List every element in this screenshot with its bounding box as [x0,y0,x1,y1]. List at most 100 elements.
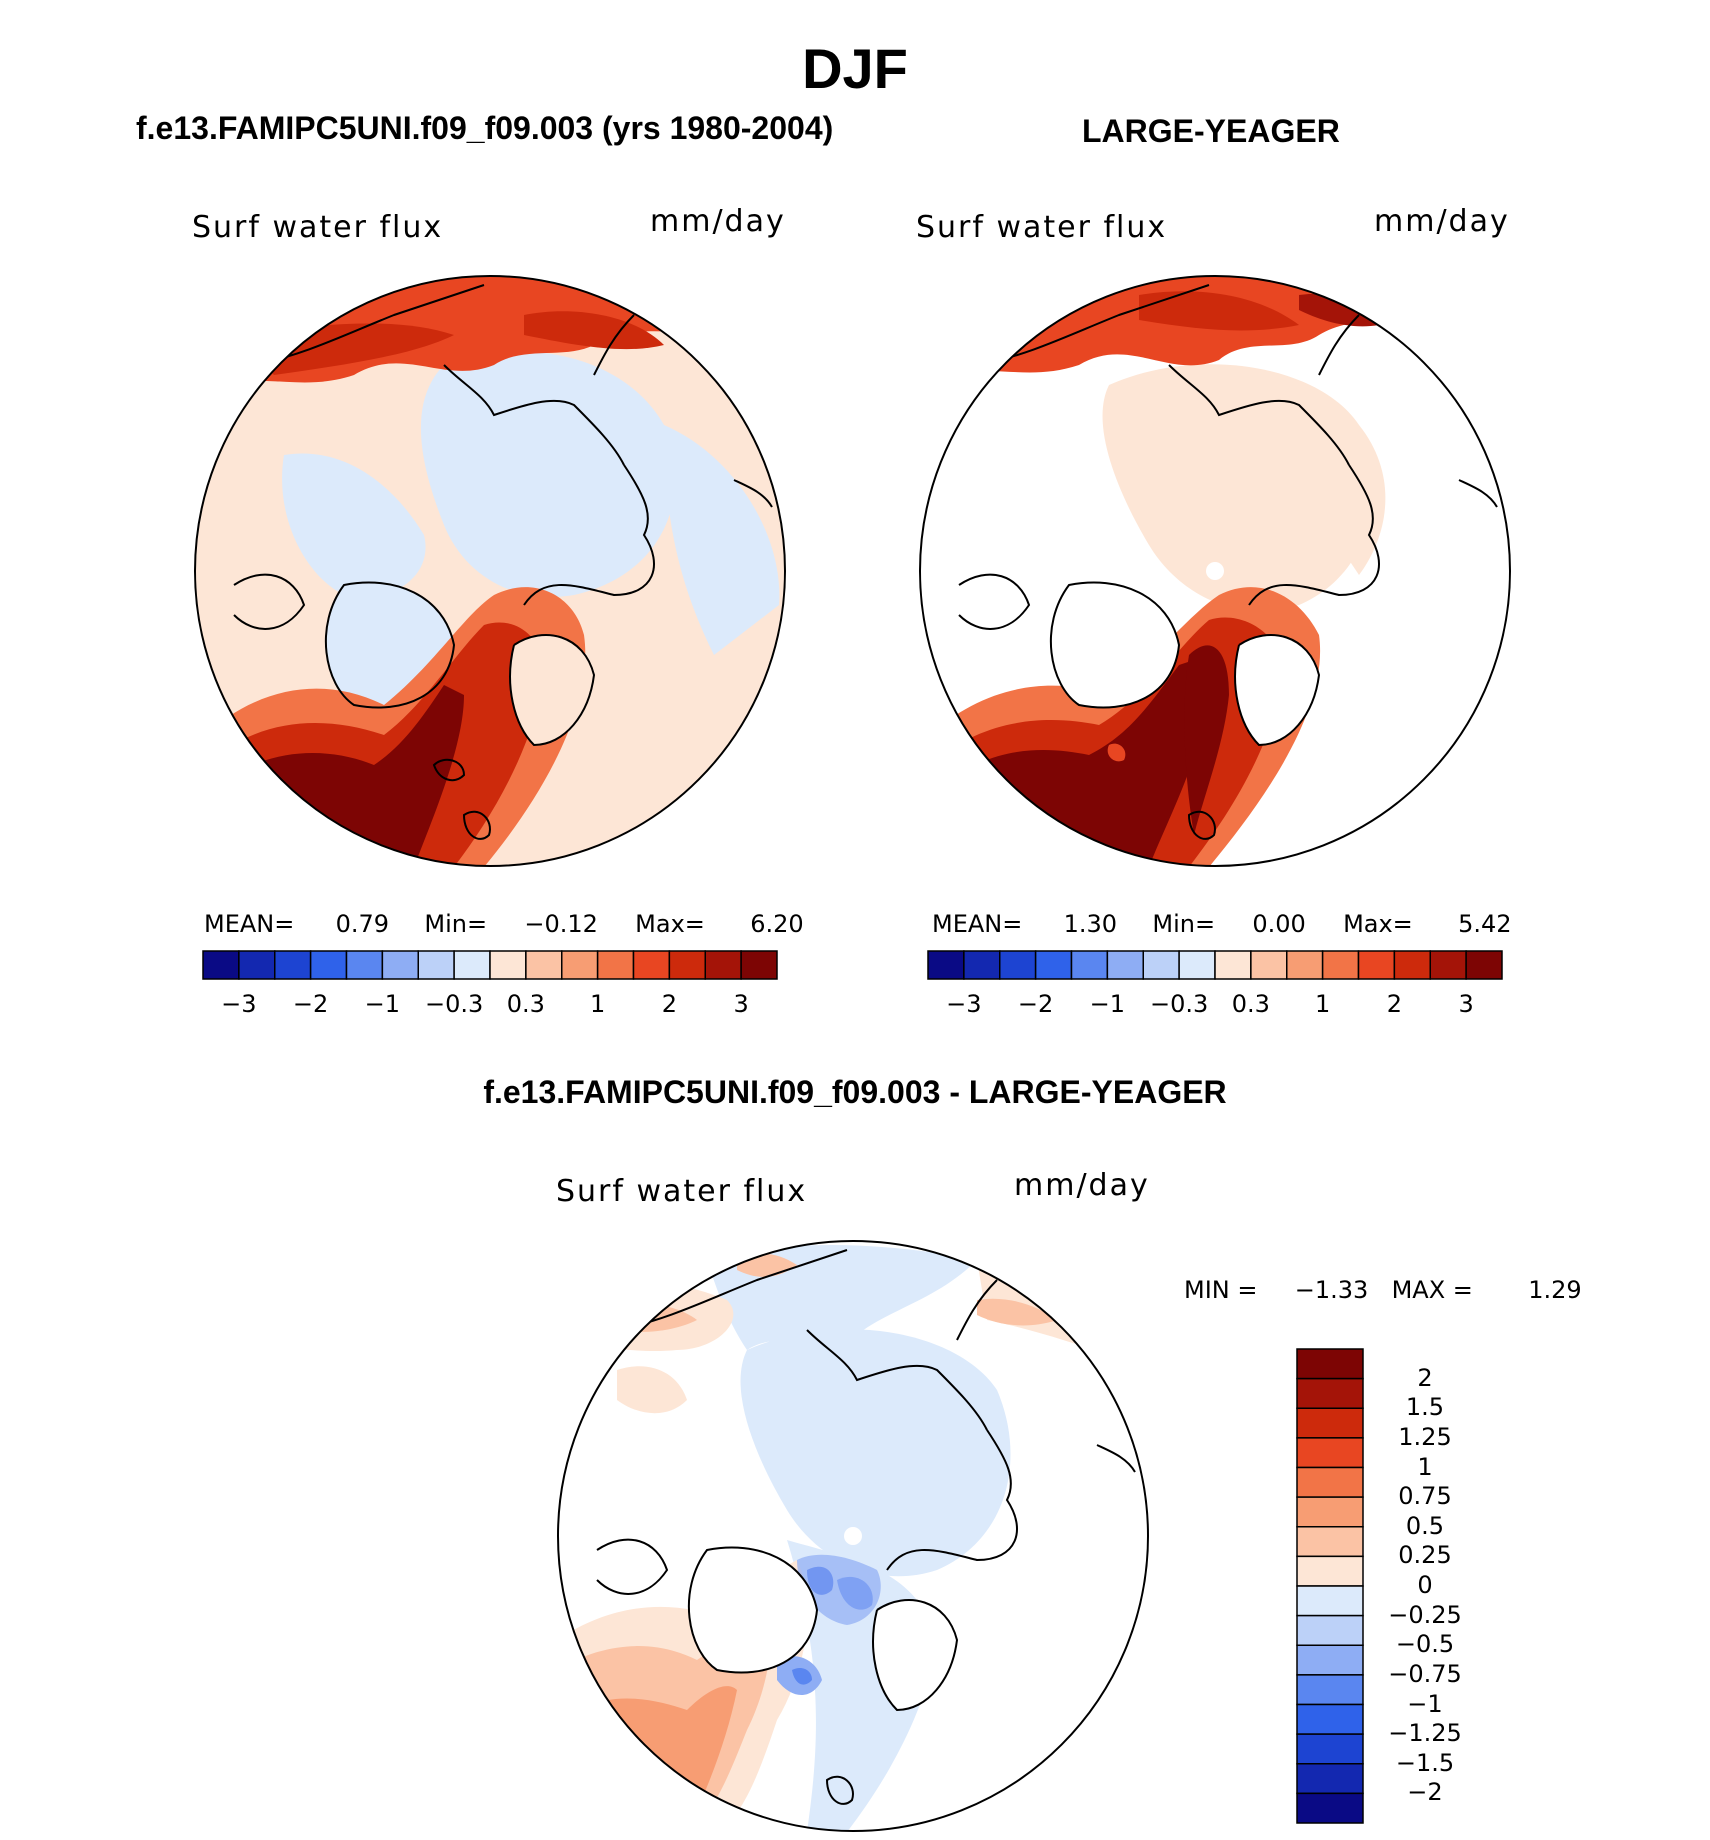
colorbar-swatch [1296,1792,1364,1824]
colorbar-swatch [453,950,491,980]
panel1-max-value: 6.20 [750,910,804,938]
panel2-mean-label: MEAN= [932,910,1023,938]
figure-title: DJF [802,37,908,100]
colorbar-tick-label: 1.25 [1398,1422,1452,1451]
colorbar-swatch [1296,1407,1364,1439]
colorbar-swatch [1296,1437,1364,1469]
colorbar-tick-label: 3 [733,990,749,1018]
colorbar-tick-label: 0.3 [506,990,545,1018]
colorbar-swatch [381,950,419,980]
panel2-stats: MEAN= 1.30 Min= 0.00 Max= 5.42 [932,910,1512,938]
colorbar-swatch [963,950,1001,980]
colorbar-swatch [1465,950,1503,980]
panel1-stats: MEAN= 0.79 Min= −0.12 Max= 6.20 [204,910,804,938]
map-difference-polar [557,1240,1149,1832]
colorbar-swatch [309,950,348,980]
colorbar-swatch [1296,1703,1364,1735]
colorbar-swatch [1296,1674,1364,1706]
colorbar-tick-label: −0.5 [1395,1630,1455,1659]
colorbar-tick-label: 1.5 [1405,1393,1445,1422]
panel2-max-value: 5.42 [1458,910,1512,938]
colorbar-tick-label: 2 [1417,1363,1433,1392]
colorbar-swatch [489,950,527,980]
colorbar-swatch [1296,1614,1364,1646]
colorbar-tick-label: −1 [1089,990,1126,1018]
panel1-min-label: Min= [424,910,488,938]
colorbar-tick-label: −2 [1017,990,1054,1018]
colorbar-tick-label: 1 [589,990,606,1018]
colorbar-swatch [1296,1466,1364,1498]
colorbar-tick-label: −1 [1407,1689,1443,1718]
colorbar-tick-label: 0.3 [1231,990,1270,1018]
map-model-polar [194,275,786,867]
colorbar-difference-ticks: 2 1.5 1.25 1 0.75 0.5 0.25 0 −0.25 −0.5 −0.75 −1 −1.… [1370,1348,1510,1824]
colorbar-swatch [525,950,563,980]
colorbar-swatch [1296,1733,1364,1765]
panel2-case-title: LARGE-YEAGER [1082,113,1340,149]
colorbar-tick-label: −1.25 [1388,1719,1462,1748]
panel1-mean-label: MEAN= [204,910,295,938]
diff-unit-label: mm/day [1014,1168,1150,1203]
colorbar-swatch [1142,950,1180,980]
colorbar-tick-label: 0 [1417,1571,1433,1599]
colorbar-panel2 [927,950,1503,980]
colorbar-tick-label: 0.5 [1405,1511,1445,1540]
colorbar-tick-label: 2 [661,990,678,1018]
colorbar-tick-label: −3 [946,990,982,1018]
diff-minmax: MIN = −1.33 MAX = 1.29 [1184,1276,1582,1304]
colorbar-tick-label: −2 [292,990,329,1018]
panel1-variable-label: Surf water flux [192,210,444,245]
colorbar-tick-label: 1 [1417,1452,1433,1481]
colorbar-tick-label: 3 [1458,990,1474,1018]
colorbar-tick-label: −1.5 [1395,1748,1455,1777]
colorbar-swatch [274,950,312,980]
colorbar-swatch [1321,950,1360,980]
colorbar-tick-label: −3 [221,990,257,1018]
colorbar-swatch [668,950,706,980]
colorbar-difference [1296,1348,1364,1824]
colorbar-swatch [596,950,635,980]
panel1-mean-value: 0.79 [335,910,390,938]
colorbar-tick-label: 2 [1386,990,1403,1018]
diff-variable-label: Surf water flux [556,1174,808,1209]
colorbar-swatch [1250,950,1288,980]
panel1-unit-label: mm/day [650,204,786,239]
colorbar-swatch [238,950,276,980]
colorbar-swatch [1296,1585,1364,1617]
colorbar-tick-label: −0.3 [424,990,484,1018]
colorbar-panel2-ticks: −3 −2 −1 −0.3 0.3 1 2 3 [927,990,1503,1020]
colorbar-swatch [1106,950,1144,980]
colorbar-swatch [202,950,240,980]
colorbar-swatch [1296,1644,1364,1676]
panel1-case-title: f.e13.FAMIPC5UNI.f09_f09.003 (yrs 1980-2… [136,110,834,146]
colorbar-swatch [1286,950,1324,980]
panel2-min-value: 0.00 [1252,910,1306,938]
panel2-variable-label: Surf water flux [916,210,1168,245]
colorbar-panel1-ticks: −3 −2 −1 −0.3 0.3 1 2 3 [202,990,778,1020]
colorbar-swatch [1070,950,1109,980]
colorbar-swatch [1178,950,1216,980]
panel1-min-value: −0.12 [524,910,598,938]
colorbar-tick-label: −0.25 [1388,1600,1462,1629]
panel2-min-label: Min= [1152,910,1216,938]
colorbar-swatch [1296,1348,1364,1380]
diff-min-value: −1.33 [1294,1276,1369,1304]
colorbar-swatch [1357,950,1396,980]
colorbar-tick-label: −1 [364,990,401,1018]
colorbar-swatch [417,950,455,980]
difference-title: f.e13.FAMIPC5UNI.f09_f09.003 - LARGE-YEA… [483,1074,1227,1110]
colorbar-tick-label: −0.75 [1388,1659,1462,1688]
colorbar-swatch [1296,1377,1364,1409]
colorbar-swatch [740,950,778,980]
map-obs-polar [919,275,1511,867]
colorbar-panel1 [202,950,778,980]
panel1-max-label: Max= [635,910,705,938]
panel2-mean-value: 1.30 [1063,910,1118,938]
colorbar-swatch [704,950,742,980]
colorbar-tick-label: 1 [1314,990,1331,1018]
colorbar-swatch [1296,1555,1364,1587]
colorbar-swatch [1034,950,1073,980]
colorbar-tick-label: 0.75 [1398,1482,1452,1511]
colorbar-swatch [561,950,599,980]
colorbar-swatch [1296,1496,1364,1528]
